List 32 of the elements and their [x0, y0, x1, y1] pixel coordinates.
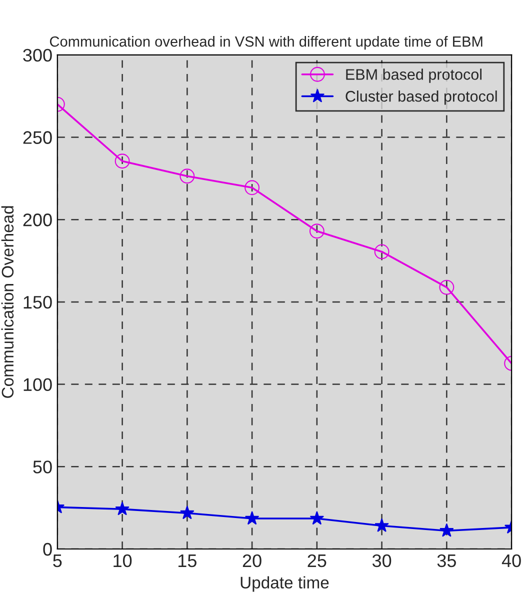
y-tick-label: 150: [24, 296, 52, 309]
point: [439, 280, 454, 295]
point: [309, 224, 324, 239]
point: [244, 180, 260, 196]
x-tick-label: 5: [53, 554, 62, 568]
point: [310, 511, 324, 525]
y-tick-label: 0: [43, 542, 52, 556]
point: [180, 506, 194, 520]
x-tick-label: 15: [178, 554, 196, 568]
x-tick-label: 30: [372, 554, 392, 568]
x-tick-label: 10: [114, 554, 132, 568]
y-tick-label: 300: [23, 48, 52, 62]
x-tick-label: 25: [308, 554, 326, 568]
y-tick-label: 100: [24, 378, 52, 392]
point: [180, 168, 195, 184]
legend-label: Cluster based protocol: [346, 90, 497, 105]
x-tick-label: 20: [242, 554, 262, 568]
point: [374, 244, 390, 260]
x-tick-label: 35: [437, 554, 456, 568]
x-axis-title: Update time: [240, 576, 329, 592]
y-tick-label: 250: [23, 131, 52, 144]
legend-label: EBM based protocol: [346, 68, 482, 83]
point: [374, 518, 389, 532]
x-tick-label: 40: [502, 554, 521, 568]
point: [115, 502, 130, 516]
y-tick-label: 200: [23, 214, 52, 226]
y-tick-label: 50: [33, 460, 52, 474]
point: [114, 154, 130, 169]
chart-title: Communication overhead in VSN with different update time of EBM: [50, 36, 482, 50]
y-axis-title: Communication Overhead: [1, 206, 14, 398]
point: [440, 523, 454, 537]
point: [244, 511, 260, 525]
